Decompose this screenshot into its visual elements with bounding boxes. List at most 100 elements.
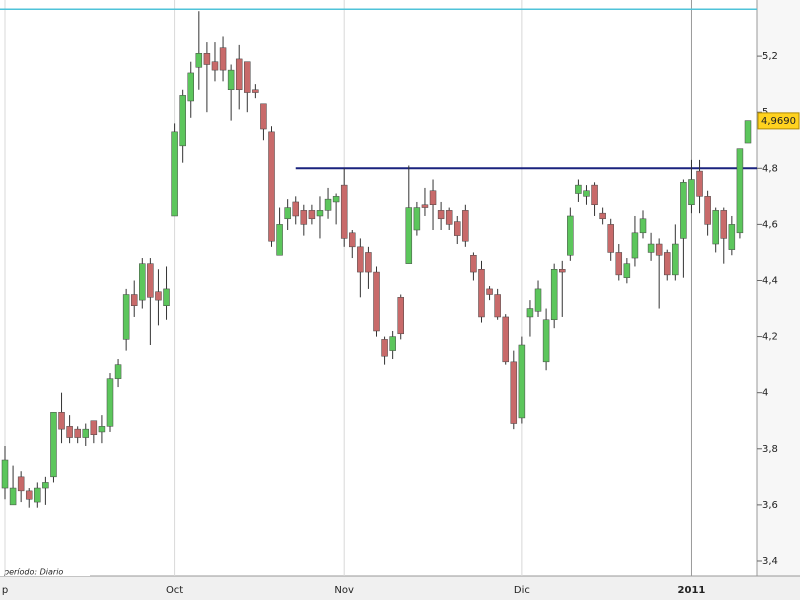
candle-body (736, 148, 744, 234)
candle-body (559, 269, 566, 273)
candle-body (25, 490, 33, 500)
candle-body (308, 210, 316, 220)
y-axis-band (757, 0, 800, 576)
candle-body (510, 361, 518, 424)
candle-body (98, 426, 106, 433)
x-tick-label: Dic (514, 585, 530, 596)
candle-body (260, 103, 267, 130)
candle-body (114, 364, 122, 379)
candle-body (663, 252, 671, 276)
candle-body (720, 210, 728, 239)
candle-body (728, 224, 736, 250)
y-tick-label: 5,2 (762, 51, 778, 62)
candle-body (349, 232, 356, 248)
y-tick-label: 4,6 (762, 219, 778, 230)
candle-body (486, 288, 493, 295)
y-tick-label: 3,6 (762, 500, 778, 511)
candle-body (623, 263, 631, 278)
candle-body (66, 426, 73, 438)
candle-body (454, 221, 461, 236)
candle-body (688, 179, 695, 206)
candle-body (381, 339, 388, 357)
candle-body (122, 294, 130, 340)
candle-body (227, 69, 235, 91)
candle-body (106, 378, 114, 427)
candle-body (147, 263, 154, 298)
candle-body (389, 336, 396, 351)
candle-body (437, 210, 445, 220)
candle-body (599, 212, 606, 220)
candle-body (268, 131, 275, 242)
candle-body (607, 224, 614, 253)
candle-body (526, 308, 534, 318)
candle-body (542, 319, 550, 363)
candle-body (82, 428, 90, 438)
candle-body (704, 196, 711, 225)
candle-body (252, 89, 259, 93)
candle-body (34, 487, 41, 503)
candle-body (195, 53, 203, 68)
price-box (757, 112, 800, 130)
candle-body (534, 288, 542, 312)
candle-body (655, 243, 663, 256)
candle-body (163, 288, 170, 306)
candle-body (365, 252, 372, 273)
candle-body (478, 269, 485, 318)
candle-body (712, 210, 719, 245)
candle-body (316, 210, 324, 217)
candle-body (639, 218, 647, 234)
x-axis-band (0, 576, 800, 600)
candle-body (591, 184, 598, 206)
candle-body (340, 184, 348, 239)
candle-body (575, 184, 582, 194)
candle-body (405, 207, 413, 264)
y-tick-label: 3,4 (762, 556, 778, 567)
candle-body (470, 254, 477, 273)
y-tick-label: 3,8 (762, 444, 778, 455)
y-tick-label: 4,8 (762, 163, 778, 174)
candle-body (58, 412, 65, 430)
y-tick-label: 4,4 (762, 275, 778, 286)
period-label: período: Diario (3, 568, 63, 577)
candle-body (583, 190, 590, 197)
candle-body (744, 120, 752, 144)
x-tick-label: p (2, 585, 8, 596)
candle-body (171, 131, 178, 217)
candle-body (211, 61, 219, 71)
x-tick-label: 2011 (678, 585, 706, 596)
candle-body (615, 252, 623, 276)
candle-body (284, 207, 291, 220)
candle-body (1, 459, 9, 489)
candle-body (42, 482, 49, 489)
candle-body (445, 210, 453, 225)
x-tick-label: Oct (166, 585, 183, 596)
candle-body (462, 210, 469, 242)
candle-body (187, 72, 194, 102)
candle-body (179, 95, 186, 147)
candle-body (373, 271, 380, 332)
candle-body (292, 201, 299, 217)
candle-body (502, 316, 509, 363)
candle-body (567, 215, 574, 256)
candle-body (244, 61, 251, 93)
candle-body (397, 297, 404, 335)
candle-body (90, 420, 98, 436)
candle-body (357, 246, 364, 273)
candle-body (235, 58, 243, 91)
candle-body (696, 170, 703, 197)
candle-body (672, 243, 679, 276)
candle-body (324, 198, 332, 211)
candle-body (276, 224, 283, 256)
candle-body (139, 263, 146, 301)
candle-body (631, 232, 639, 259)
candle-body (219, 47, 227, 71)
candle-body (421, 204, 429, 208)
candle-body (17, 476, 25, 492)
candle-body (647, 243, 655, 253)
x-tick-label: Nov (334, 585, 354, 596)
candle-body (413, 207, 421, 231)
candle-body (494, 294, 501, 318)
price-label: 4,9690 (761, 116, 796, 127)
candle-body (50, 412, 57, 478)
